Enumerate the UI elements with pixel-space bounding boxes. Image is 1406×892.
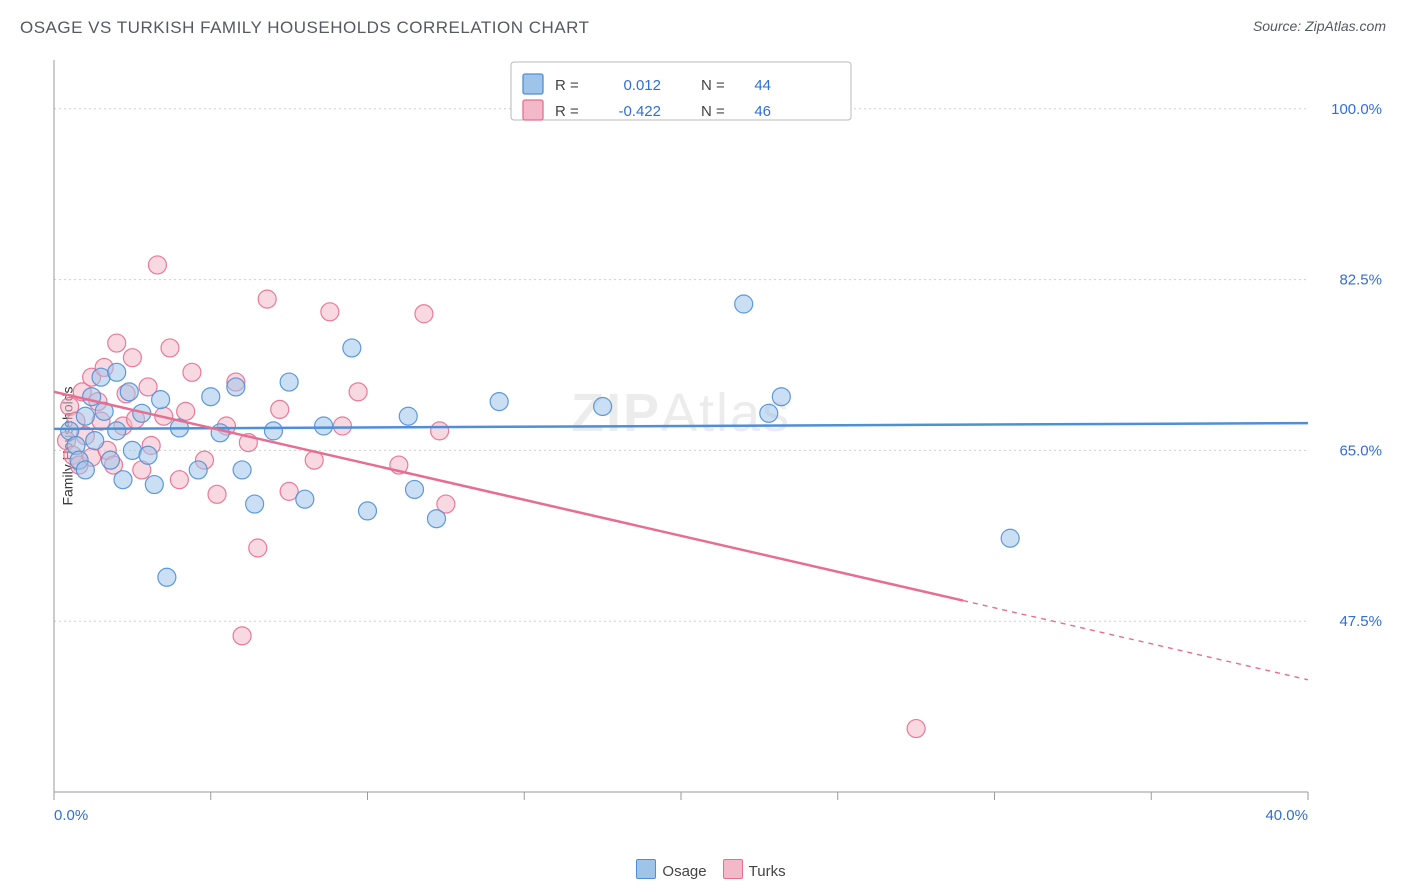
x-tick-label: 40.0% [1265,807,1308,824]
legend-n-value: 46 [754,103,771,120]
data-point [399,407,417,425]
legend-n-label: N = [701,77,725,94]
data-point [349,383,367,401]
data-point [108,334,126,352]
y-tick-label: 65.0% [1339,442,1382,459]
data-point [108,363,126,381]
data-point [772,388,790,406]
data-point [158,568,176,586]
source-label: Source: ZipAtlas.com [1253,18,1386,34]
legend-r-value: -0.422 [618,103,661,120]
data-point [148,256,166,274]
data-point [258,290,276,308]
data-point [152,391,170,409]
data-point [233,627,251,645]
data-point [315,417,333,435]
data-point [101,451,119,469]
chart-header: OSAGE VS TURKISH FAMILY HOUSEHOLDS CORRE… [20,18,1386,48]
y-tick-label: 100.0% [1331,101,1382,118]
data-point [108,422,126,440]
data-point [202,388,220,406]
chart-title: OSAGE VS TURKISH FAMILY HOUSEHOLDS CORRE… [20,18,590,37]
data-point [359,502,377,520]
legend-swatch [523,100,543,120]
data-point [296,490,314,508]
y-tick-label: 82.5% [1339,272,1382,289]
scatter-chart: 47.5%65.0%82.5%100.0%ZIPAtlas0.0%40.0%R … [48,56,1388,836]
legend-r-value: 0.012 [623,77,661,94]
data-point [114,471,132,489]
data-point [233,461,251,479]
series-legend: Osage Turks [0,859,1406,880]
data-point [208,485,226,503]
data-point [427,510,445,528]
data-point [907,720,925,738]
data-point [189,461,207,479]
legend-swatch [523,74,543,94]
data-point [183,363,201,381]
data-point [264,422,282,440]
y-tick-label: 47.5% [1339,613,1382,630]
data-point [280,373,298,391]
data-point [594,397,612,415]
legend-n-value: 44 [754,77,771,94]
data-point [415,305,433,323]
data-point [161,339,179,357]
data-point [139,446,157,464]
data-point [431,422,449,440]
legend-series-label: Turks [749,863,786,880]
data-point [120,383,138,401]
data-point [271,400,289,418]
data-point [1001,529,1019,547]
data-point [123,349,141,367]
chart-area: 47.5%65.0%82.5%100.0%ZIPAtlas0.0%40.0%R … [48,56,1388,836]
legend-swatch [723,859,743,879]
x-tick-label: 0.0% [54,807,88,824]
data-point [76,407,94,425]
data-point [406,480,424,498]
legend-swatch [636,859,656,879]
data-point [145,476,163,494]
data-point [246,495,264,513]
legend-series-label: Osage [662,863,706,880]
data-point [760,404,778,422]
data-point [76,461,94,479]
data-point [735,295,753,313]
data-point [177,402,195,420]
trend-line [54,392,963,601]
legend-r-label: R = [555,77,579,94]
data-point [227,378,245,396]
data-point [321,303,339,321]
legend-n-label: N = [701,103,725,120]
data-point [86,432,104,450]
data-point [249,539,267,557]
data-point [343,339,361,357]
trend-line-extrapolated [963,601,1308,680]
data-point [490,393,508,411]
data-point [333,417,351,435]
data-point [211,424,229,442]
legend-r-label: R = [555,103,579,120]
data-point [170,471,188,489]
